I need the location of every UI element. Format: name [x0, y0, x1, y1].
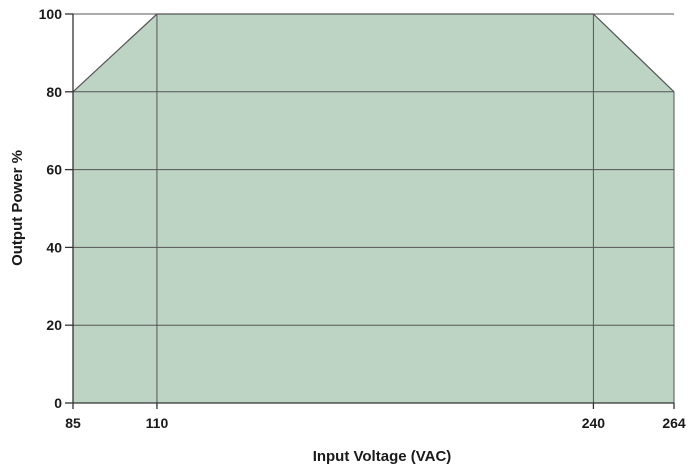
y-tick-label: 80	[46, 84, 62, 100]
tick-label-layer: 0 20 40 60 80 100 85 110 240 264	[39, 6, 686, 431]
y-tick-label: 100	[39, 6, 63, 22]
y-tick-label: 0	[54, 395, 62, 411]
y-axis-title: Output Power %	[9, 150, 26, 266]
x-tick-label: 240	[582, 415, 606, 431]
grid-layer	[73, 13, 675, 403]
x-tick-label: 85	[65, 415, 81, 431]
x-tick-label: 110	[146, 415, 169, 431]
area-layer	[72, 13, 675, 403]
x-tick-label: 264	[662, 415, 686, 431]
operating-area-fill	[73, 14, 674, 403]
y-tick-label: 40	[46, 239, 62, 255]
y-tick-label: 20	[46, 317, 62, 333]
x-axis-title: Input Voltage (VAC)	[313, 448, 452, 465]
y-tick-label: 60	[46, 162, 62, 178]
axis-layer	[65, 13, 675, 409]
